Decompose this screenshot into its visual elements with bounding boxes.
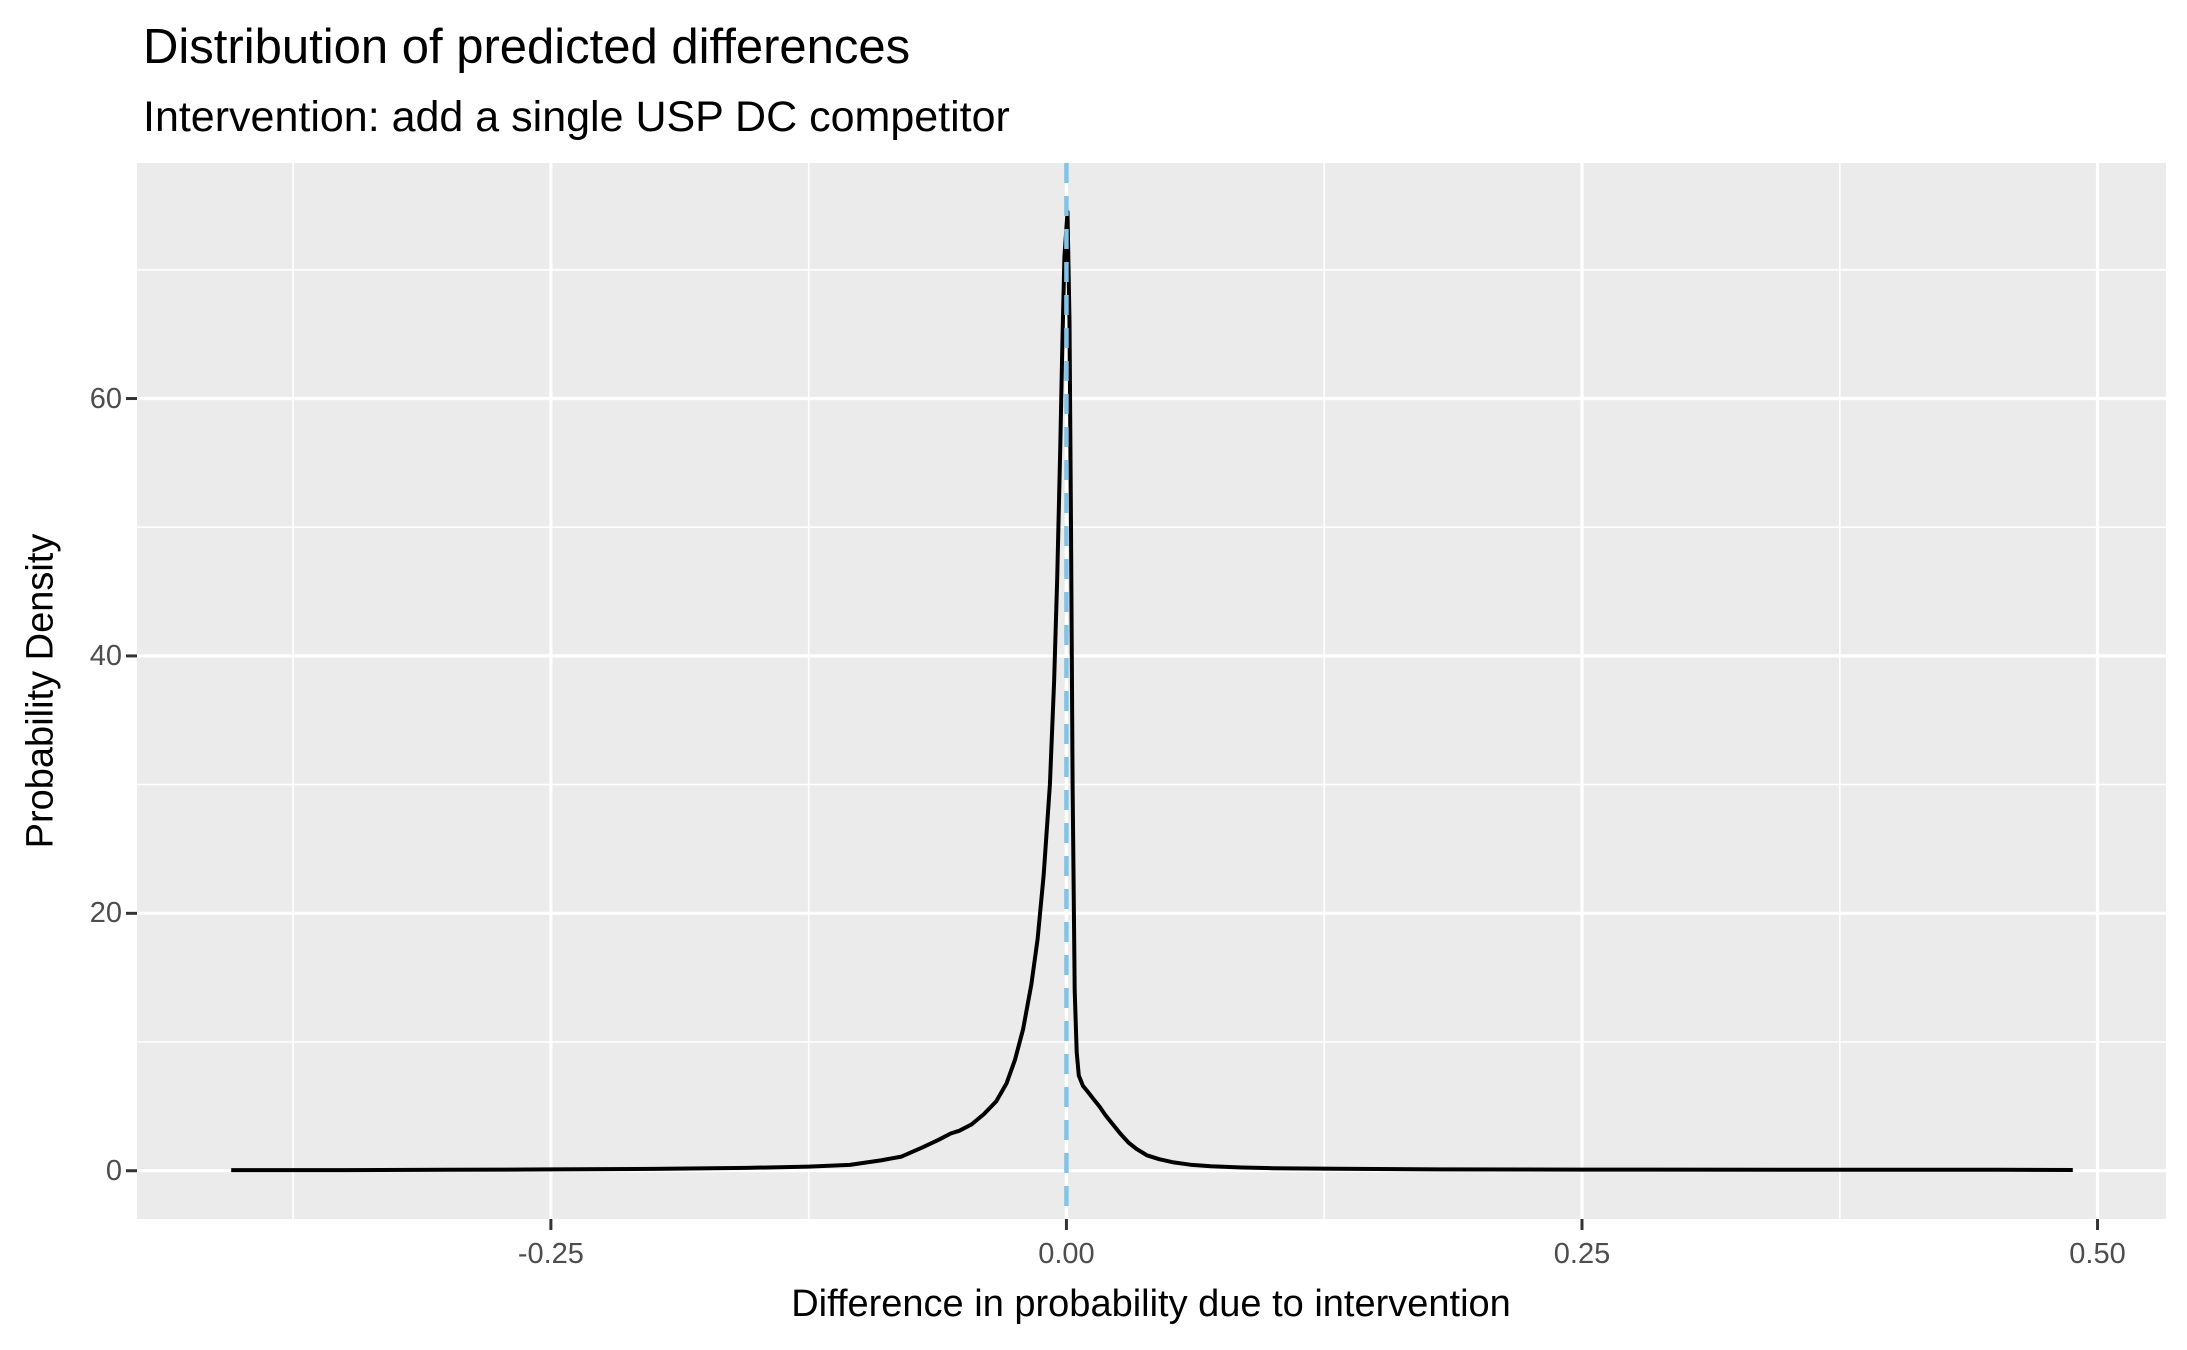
- y-tick-label: 20: [89, 897, 122, 930]
- y-tick-label: 0: [105, 1154, 122, 1187]
- x-tick-label: 0.00: [1038, 1238, 1095, 1270]
- panel-background: [137, 163, 2166, 1219]
- y-tick-label: 40: [89, 639, 122, 672]
- y-axis-title: Probability Density: [19, 533, 62, 849]
- x-tick-label: -0.25: [517, 1238, 584, 1270]
- x-tick-label: 0.50: [2069, 1238, 2126, 1270]
- chart-subtitle: Intervention: add a single USP DC compet…: [143, 93, 1010, 141]
- x-axis-title: Difference in probability due to interve…: [791, 1283, 1511, 1325]
- chart-title: Distribution of predicted differences: [143, 20, 911, 74]
- x-tick-label: 0.25: [1553, 1238, 1611, 1270]
- y-tick-label: 60: [89, 382, 122, 415]
